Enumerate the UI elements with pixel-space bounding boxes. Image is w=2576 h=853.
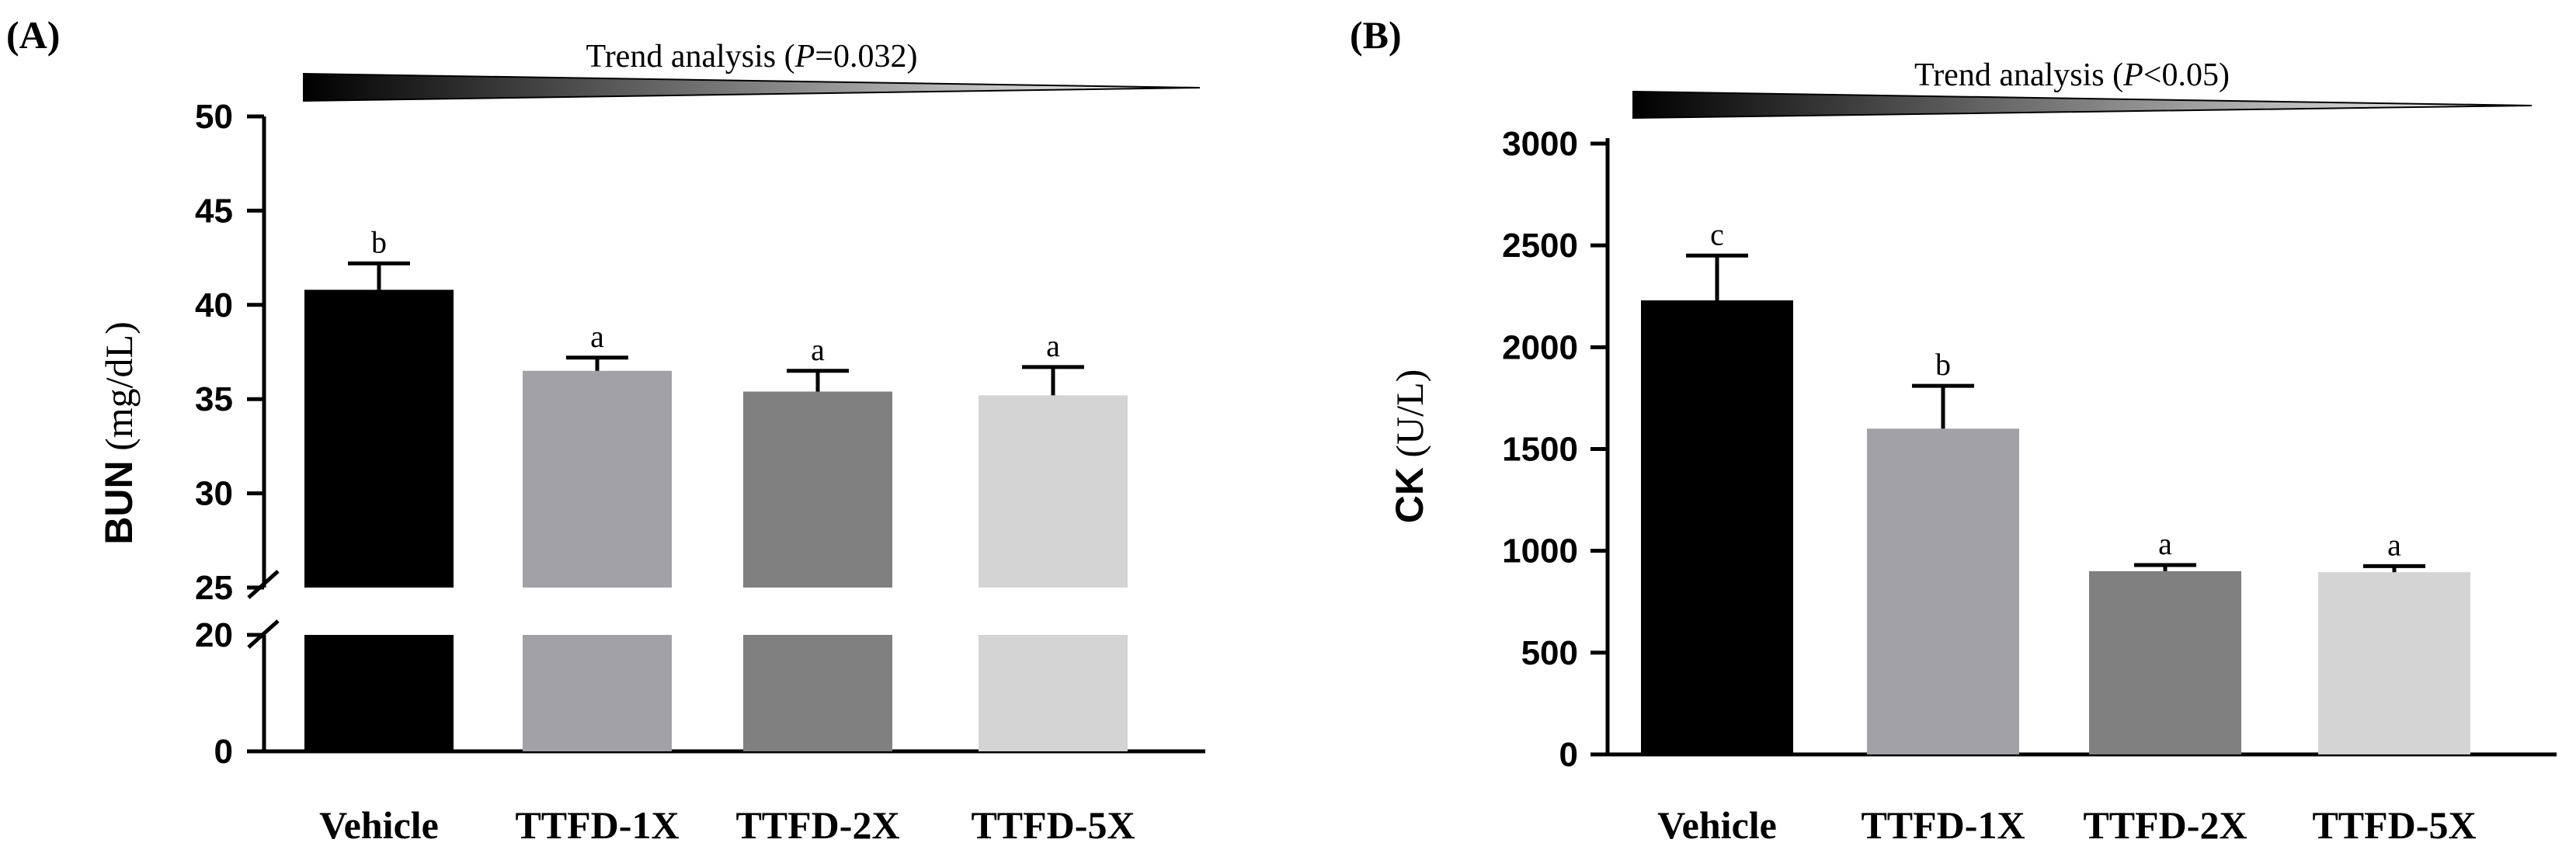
x-tick-label-a-ttfd-2x: TTFD-2X — [735, 803, 899, 847]
significance-letter-a-ttfd-2x: a — [811, 332, 825, 367]
y-axis-label-b: CK (U/L) — [1388, 369, 1431, 524]
panel-b-ck-chart: (B) Trend analysis (P<0.05) 0 500 1000 1500… — [1350, 13, 2557, 847]
significance-letters-a: b a a a — [371, 224, 1060, 366]
bar-a-ttfd-5x-upper — [979, 395, 1128, 588]
y-tick-label-a-35: 35 — [195, 380, 233, 418]
trend-label-b: Trend analysis (P<0.05) — [1914, 57, 2230, 93]
trend-label-a: Trend analysis (P=0.032) — [586, 39, 918, 75]
y-tick-label-a-40: 40 — [195, 286, 233, 324]
y-tick-label-b-0: 0 — [1559, 736, 1578, 774]
bars-a — [304, 290, 1128, 751]
x-tick-label-a-ttfd-5x: TTFD-5X — [971, 803, 1135, 847]
axis-break-mark-upper — [247, 570, 280, 599]
y-tick-label-a-50: 50 — [195, 98, 233, 136]
y-tick-label-b-3000: 3000 — [1502, 125, 1578, 163]
x-tick-label-b-ttfd-2x: TTFD-2X — [2083, 803, 2247, 847]
x-tick-label-b-ttfd-1x: TTFD-1X — [1861, 803, 2025, 847]
trend-gradient-wedge-b — [1632, 90, 2533, 120]
panel-label-b: (B) — [1350, 13, 1402, 57]
bar-a-ttfd-1x-lower — [523, 635, 672, 751]
trend-wedge-a: Trend analysis (P=0.032) — [303, 39, 1201, 102]
y-tick-label-a-30: 30 — [195, 475, 233, 513]
y-tick-label-a-20: 20 — [195, 616, 233, 654]
significance-letter-b-vehicle: c — [1710, 217, 1724, 251]
bar-a-ttfd-2x-upper — [743, 391, 892, 588]
trend-wedge-b: Trend analysis (P<0.05) — [1632, 57, 2533, 120]
x-tick-label-a-ttfd-1x: TTFD-1X — [515, 803, 679, 847]
panel-a-bun-chart: (A) Trend analysis (P=0.032) 0 20 25 30 35 40… — [6, 13, 1205, 847]
significance-letter-a-vehicle: b — [371, 224, 387, 259]
significance-letter-b-ttfd-2x: a — [2158, 526, 2172, 561]
bar-a-ttfd-2x-lower — [743, 635, 892, 751]
bar-a-vehicle-lower — [304, 635, 454, 751]
bars-b — [1641, 300, 2470, 754]
error-bars-b — [1686, 253, 2425, 573]
y-tick-label-a-45: 45 — [195, 192, 233, 230]
panel-label-a: (A) — [6, 13, 60, 57]
significance-letter-a-ttfd-5x: a — [1046, 328, 1060, 363]
y-ticks-b: 0 500 1000 1500 2000 2500 3000 — [1502, 125, 1608, 774]
bar-b-ttfd-5x — [2318, 572, 2470, 754]
y-ticks-a: 0 20 25 30 35 40 45 50 — [195, 98, 264, 771]
bar-b-vehicle — [1641, 300, 1793, 754]
significance-letter-b-ttfd-1x: b — [1935, 347, 1951, 382]
y-tick-label-b-1000: 1000 — [1502, 532, 1578, 570]
bar-a-vehicle-upper — [304, 290, 454, 588]
error-bars-a — [348, 261, 1084, 396]
x-tick-label-b-ttfd-5x: TTFD-5X — [2312, 803, 2476, 847]
significance-letters-b: c b a a — [1710, 217, 2401, 562]
y-axis-a — [247, 116, 280, 751]
significance-letter-b-ttfd-5x: a — [2387, 527, 2401, 562]
bar-a-ttfd-1x-upper — [523, 370, 672, 588]
y-axis-label-a: BUN (mg/dL) — [97, 321, 141, 544]
y-tick-label-b-2000: 2000 — [1502, 328, 1578, 366]
x-tick-label-b-vehicle: Vehicle — [1657, 803, 1777, 847]
y-tick-label-a-0: 0 — [214, 733, 233, 771]
x-tick-label-a-vehicle: Vehicle — [319, 803, 439, 847]
y-tick-label-a-25: 25 — [195, 569, 233, 607]
y-tick-label-b-2500: 2500 — [1502, 227, 1578, 265]
significance-letter-a-ttfd-1x: a — [590, 319, 604, 354]
bar-a-ttfd-5x-lower — [979, 635, 1128, 751]
bar-b-ttfd-1x — [1867, 428, 2019, 754]
bar-b-ttfd-2x — [2089, 570, 2241, 754]
y-tick-label-b-500: 500 — [1521, 634, 1578, 672]
trend-gradient-wedge-a — [303, 72, 1201, 102]
y-tick-label-b-1500: 1500 — [1502, 431, 1578, 469]
